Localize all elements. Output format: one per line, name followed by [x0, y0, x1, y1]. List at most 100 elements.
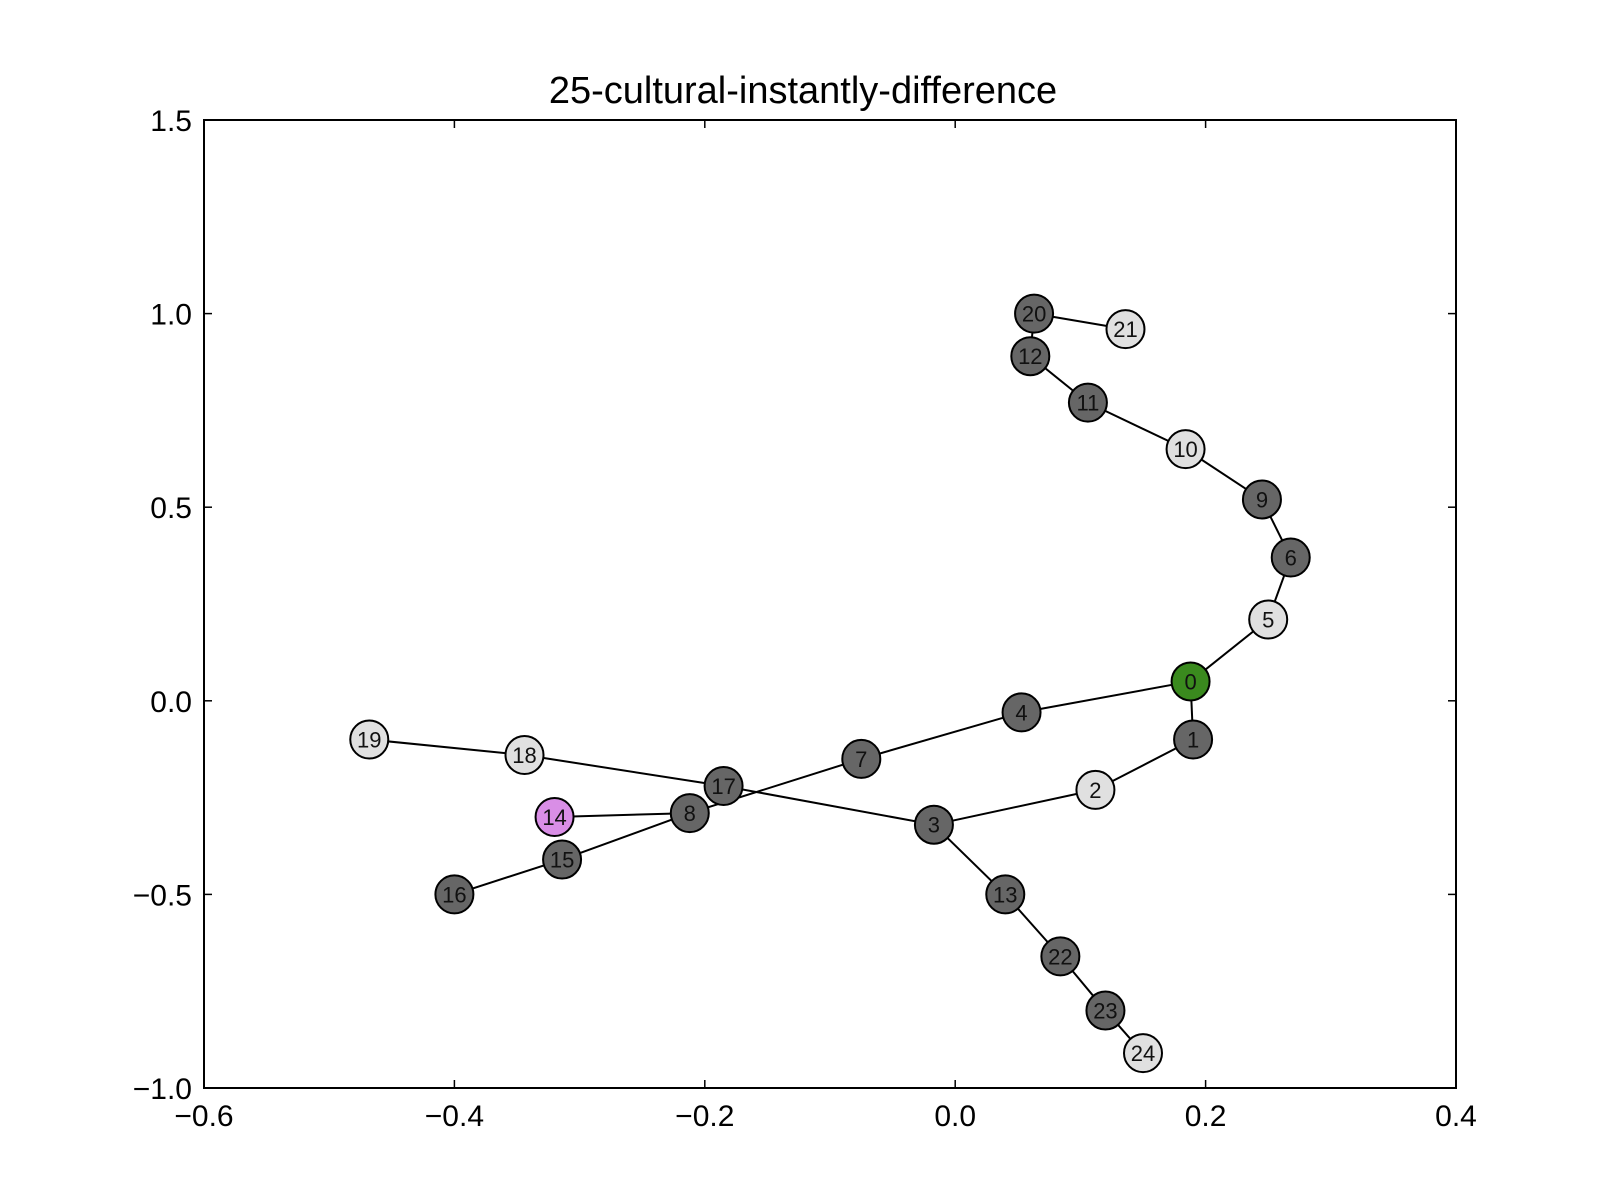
node-label: 7: [855, 747, 867, 772]
node-18: 18: [504, 735, 545, 776]
x-tick-label: −0.2: [675, 1100, 734, 1133]
y-tick-label: −0.5: [133, 879, 192, 912]
node-marker: [1170, 661, 1211, 702]
node-15: 15: [542, 839, 583, 880]
node-marker: [1014, 293, 1055, 334]
ticks-layer: −0.6 −0.4 −0.2 0.0 0.2 0.4 −1.0 −0.5 0.0 0.5 1.0 1.…: [133, 105, 1477, 1133]
y-tick-label: 1.5: [150, 105, 192, 138]
node-marker: [1010, 336, 1051, 377]
node-label: 3: [928, 813, 940, 838]
node-label: 15: [550, 848, 574, 873]
node-label: 16: [442, 882, 466, 907]
node-label: 11: [1076, 391, 1099, 416]
edge-4-7: [861, 711, 1022, 760]
node-17: 17: [703, 765, 744, 806]
node-marker: [1001, 692, 1042, 733]
node-label: 13: [993, 882, 1017, 907]
node-4: 4: [1001, 692, 1042, 733]
node-label: 14: [542, 805, 566, 830]
x-tick-label: −0.4: [425, 1100, 484, 1133]
node-label: 5: [1262, 607, 1274, 632]
node-marker: [1165, 429, 1206, 470]
edge-18-19: [369, 738, 525, 757]
node-3: 3: [913, 804, 954, 845]
node-16: 16: [434, 874, 475, 915]
x-tick-label: −0.6: [174, 1100, 233, 1133]
node-11: 11: [1067, 382, 1108, 423]
node-22: 22: [1040, 936, 1081, 977]
node-label: 22: [1048, 944, 1072, 969]
node-marker: [1085, 990, 1126, 1031]
node-marker: [703, 765, 744, 806]
node-23: 23: [1085, 990, 1126, 1031]
node-label: 10: [1173, 437, 1197, 462]
node-0: 0: [1170, 661, 1211, 702]
y-tick-label: 0.5: [150, 492, 192, 525]
node-marker: [1241, 479, 1282, 520]
node-marker: [1067, 382, 1108, 423]
node-12: 12: [1010, 336, 1051, 377]
node-label: 9: [1256, 487, 1268, 512]
node-2: 2: [1075, 769, 1116, 810]
node-marker: [1123, 1033, 1163, 1074]
plot-frame: [203, 119, 1457, 1089]
node-label: 1: [1187, 728, 1199, 753]
x-tick-label: 0.0: [934, 1100, 976, 1133]
edges-layer: [369, 312, 1292, 1054]
node-label: 0: [1184, 669, 1196, 694]
edge-2-3: [933, 788, 1096, 826]
node-label: 20: [1022, 302, 1046, 327]
node-marker: [1075, 769, 1116, 810]
node-label: 24: [1131, 1041, 1155, 1066]
x-tick-label: 0.4: [1435, 1100, 1477, 1133]
node-6: 6: [1270, 537, 1311, 578]
edge-3-17: [723, 785, 935, 826]
node-label: 23: [1093, 999, 1117, 1024]
x-tick-label: 0.2: [1185, 1100, 1227, 1133]
chart-title: 25-cultural-instantly-difference: [549, 70, 1057, 112]
node-label: 2: [1089, 778, 1101, 803]
edge-17-18: [524, 754, 724, 787]
y-tick-label: 1.0: [150, 299, 192, 332]
node-marker: [1105, 309, 1146, 350]
node-label: 8: [684, 801, 696, 826]
edge-8-14: [554, 812, 690, 818]
node-14: 14: [534, 796, 575, 837]
node-19: 19: [349, 719, 390, 760]
node-8: 8: [669, 793, 710, 834]
node-9: 9: [1241, 479, 1282, 520]
node-marker: [1270, 537, 1311, 578]
node-marker: [913, 804, 954, 845]
node-marker: [534, 796, 575, 837]
edge-0-4: [1021, 680, 1191, 714]
node-marker: [1040, 936, 1081, 977]
node-7: 7: [841, 738, 882, 779]
node-marker: [1173, 719, 1214, 760]
node-label: 6: [1285, 546, 1297, 571]
node-label: 21: [1113, 317, 1137, 342]
node-marker: [349, 719, 390, 760]
node-marker: [504, 735, 545, 776]
node-20: 20: [1014, 293, 1055, 334]
y-tick-label: −1.0: [133, 1073, 192, 1106]
node-marker: [669, 793, 710, 834]
node-21: 21: [1105, 309, 1146, 350]
node-marker: [542, 839, 583, 880]
node-24: 24: [1123, 1033, 1163, 1074]
node-marker: [434, 874, 475, 915]
node-marker: [1248, 599, 1289, 640]
node-label: 17: [711, 774, 735, 799]
node-marker: [841, 738, 882, 779]
node-5: 5: [1248, 599, 1289, 640]
node-1: 1: [1173, 719, 1214, 760]
y-tick-label: 0.0: [150, 686, 192, 719]
node-13: 13: [985, 874, 1026, 915]
node-10: 10: [1165, 429, 1206, 470]
node-label: 18: [512, 743, 536, 768]
node-marker: [985, 874, 1026, 915]
edge-8-15: [561, 812, 691, 861]
node-label: 12: [1018, 344, 1042, 369]
node-label: 19: [357, 728, 381, 753]
